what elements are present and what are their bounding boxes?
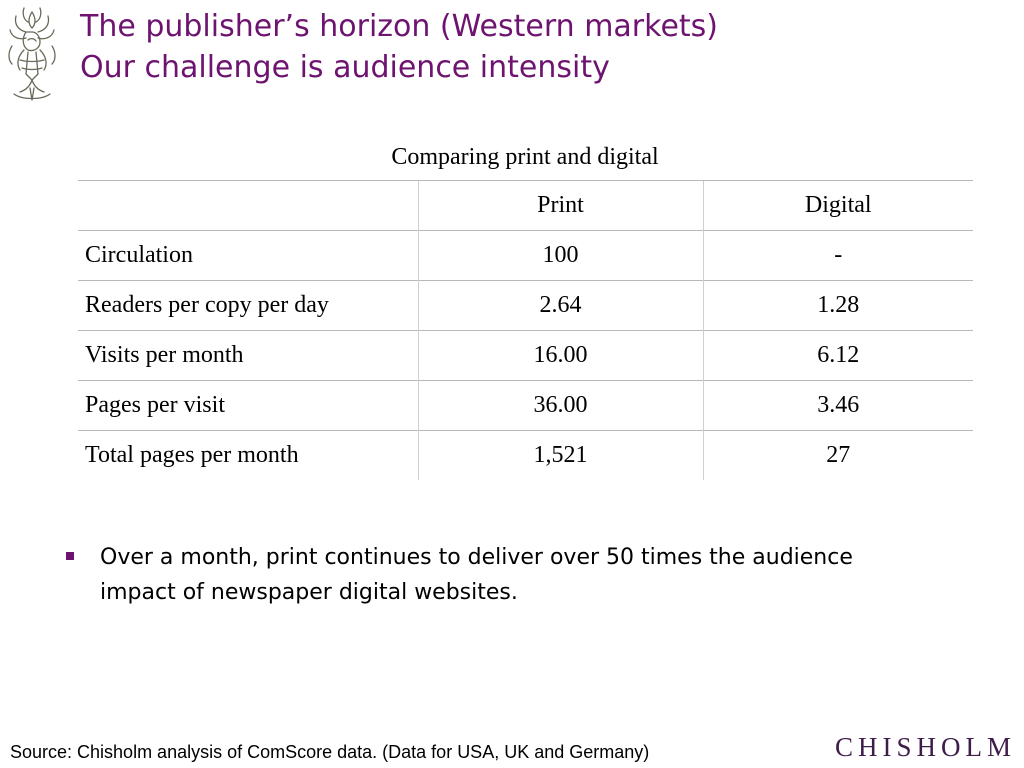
bullet-list: Over a month, print continues to deliver… [62,540,912,610]
bullet-text: Over a month, print continues to deliver… [100,545,853,605]
header-cell-digital: Digital [702,180,973,231]
header-cell-print: Print [417,180,703,231]
row-label: Circulation [78,230,418,281]
table-caption: Comparing print and digital [391,144,659,170]
brand-logo: CHISHOLM [834,732,1016,762]
slide-title-line-1: The publisher’s horizon (Western markets… [80,9,718,44]
row-label: Readers per copy per day [78,280,418,331]
table-row: Total pages per month 1,521 27 [78,430,973,480]
print-value: 16.00 [417,330,703,381]
print-value: 2.64 [417,280,703,331]
table-header-row: Print Digital [78,180,973,231]
digital-value: 6.12 [702,330,973,381]
header-cell-empty [78,180,418,231]
slide-title: The publisher’s horizon (Western markets… [80,6,718,88]
square-bullet-icon [66,552,74,560]
slide-title-line-2: Our challenge is audience intensity [80,50,610,85]
digital-value: 3.46 [702,380,973,431]
heraldic-crest-icon [8,7,56,101]
row-label: Total pages per month [78,430,418,480]
digital-value: 27 [702,430,973,480]
print-value: 1,521 [417,430,703,480]
digital-value: - [702,230,973,281]
print-value: 36.00 [417,380,703,431]
source-note: Source: Chisholm analysis of ComScore da… [10,742,650,762]
row-label: Visits per month [78,330,418,381]
print-value: 100 [417,230,703,281]
table-row: Pages per visit 36.00 3.46 [78,380,973,431]
table-row: Readers per copy per day 2.64 1.28 [78,280,973,331]
comparison-table: Print Digital Circulation 100 - Readers … [78,180,973,480]
table-row: Circulation 100 - [78,230,973,281]
row-label: Pages per visit [78,380,418,431]
bullet-item: Over a month, print continues to deliver… [62,540,912,610]
table-row: Visits per month 16.00 6.12 [78,330,973,381]
digital-value: 1.28 [702,280,973,331]
